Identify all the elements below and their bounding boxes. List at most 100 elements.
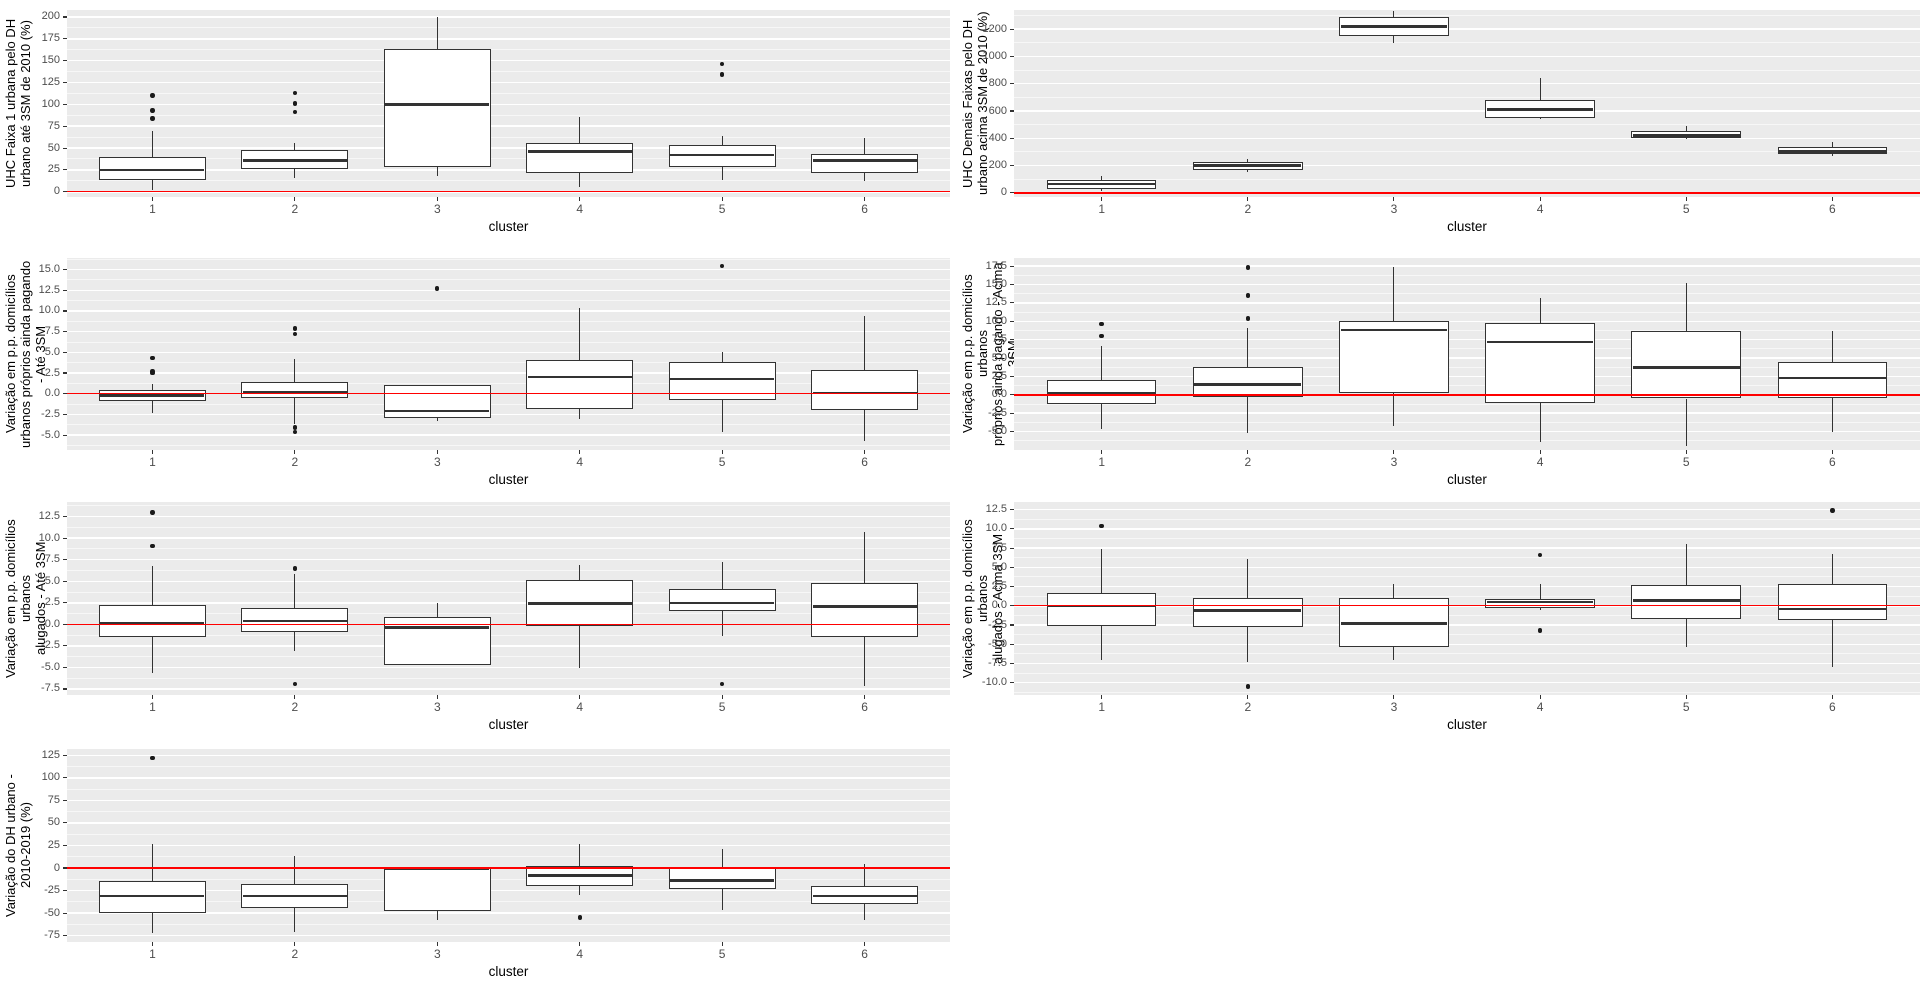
gridline-minor <box>1014 691 1920 693</box>
whisker-upper <box>579 564 581 581</box>
median-line <box>812 604 917 608</box>
x-tick-mark <box>294 197 296 201</box>
y-tick-mark <box>63 559 67 561</box>
y-tick-label: 12.5 <box>985 503 1007 516</box>
reference-line-zero <box>67 867 950 869</box>
boxplot-box <box>526 359 634 409</box>
y-tick-mark <box>1010 682 1014 684</box>
x-tick-label: 6 <box>861 700 868 714</box>
x-tick-label: 2 <box>1244 455 1252 469</box>
y-tick-mark <box>63 912 67 914</box>
y-tick-label: 25 <box>47 839 60 851</box>
y-tick-mark <box>63 310 67 312</box>
whisker-lower <box>1247 397 1249 434</box>
y-tick-mark <box>63 537 67 539</box>
reference-line-zero <box>1014 192 1920 194</box>
x-tick-mark <box>1831 197 1833 201</box>
median-line <box>527 602 632 605</box>
median-line <box>812 391 917 395</box>
gridline-major <box>67 38 950 40</box>
gridline-major <box>67 81 950 84</box>
x-tick-mark <box>1101 450 1103 454</box>
x-tick-label: 6 <box>1828 700 1836 714</box>
median-line <box>670 601 775 605</box>
outlier-point <box>292 425 298 430</box>
boxplot-box <box>668 362 776 401</box>
y-tick-label: -25 <box>44 884 60 897</box>
gridline-major <box>67 310 950 312</box>
y-tick-label: 0.0 <box>991 388 1007 401</box>
x-tick-mark <box>1101 695 1103 699</box>
gridline-major <box>67 268 950 271</box>
x-tick-label: 5 <box>718 700 726 714</box>
y-tick-label: 600 <box>988 104 1007 117</box>
median-line <box>1778 607 1886 611</box>
x-tick-label: 3 <box>433 202 441 216</box>
gridline-major <box>67 602 950 604</box>
x-tick-mark <box>579 450 581 454</box>
boxplot-box <box>99 156 206 181</box>
y-tick-label: 12.5 <box>985 296 1007 309</box>
outlier-point <box>719 681 725 686</box>
gridline-major <box>67 889 950 892</box>
gridline-major <box>67 777 950 779</box>
whisker-lower <box>1393 35 1395 43</box>
boxplot-box <box>811 369 918 411</box>
whisker-upper <box>579 117 581 143</box>
chart-uhc-demais-faixas-acima-3sm: UHC Demais Faixas pelo DH urbano acima 3… <box>960 0 1920 248</box>
y-tick-mark <box>63 623 67 625</box>
outlier-point <box>719 72 725 77</box>
whisker-lower <box>721 888 723 911</box>
whisker-lower <box>436 167 438 177</box>
y-tick-label: 400 <box>988 131 1007 144</box>
y-tick-mark <box>63 822 67 824</box>
reference-line-zero <box>1014 394 1920 396</box>
outlier-point <box>150 355 155 361</box>
y-tick-mark <box>63 516 67 518</box>
x-tick-label: 2 <box>291 947 299 961</box>
median-line <box>242 619 347 623</box>
gridline-minor <box>67 766 950 768</box>
boxplot-box <box>811 154 918 173</box>
y-tick-mark <box>63 413 67 415</box>
gridline-major <box>1014 110 1920 112</box>
y-tick-mark <box>1010 302 1014 304</box>
gridline-minor <box>67 591 950 593</box>
y-tick-mark <box>63 81 67 84</box>
outlier-point <box>292 101 298 106</box>
outlier-point <box>292 681 298 686</box>
gridline-major <box>1014 528 1920 530</box>
whisker-lower <box>1101 403 1103 429</box>
whisker-lower <box>436 911 438 921</box>
whisker-upper <box>1393 584 1395 599</box>
gridline-major <box>67 934 950 937</box>
median-line <box>1632 599 1740 602</box>
whisker-lower <box>1539 402 1541 442</box>
x-tick-label: 1 <box>149 202 156 216</box>
y-tick-label: -2.5 <box>41 639 60 652</box>
median-line <box>1486 108 1594 111</box>
median-line <box>100 394 205 397</box>
gridline-minor <box>1014 124 1920 126</box>
whisker-upper <box>1101 345 1103 381</box>
gridline-major <box>67 103 950 106</box>
median-line <box>1632 366 1740 369</box>
median-line <box>1340 25 1448 28</box>
y-tick-mark <box>63 935 67 937</box>
whisker-lower <box>1685 618 1687 647</box>
y-tick-mark <box>63 434 67 436</box>
y-tick-mark <box>63 269 67 271</box>
x-tick-label: 5 <box>718 947 726 961</box>
y-tick-label: 0.0 <box>991 599 1007 612</box>
x-tick-label: 3 <box>433 455 441 469</box>
whisker-lower <box>294 632 296 652</box>
y-tick-label: 25 <box>47 163 60 176</box>
gridline-major <box>1014 265 1920 267</box>
plot-panel <box>67 10 950 197</box>
whisker-upper <box>151 383 153 391</box>
gridline-major <box>67 645 950 647</box>
whisker-lower <box>1831 620 1833 668</box>
y-tick-label: 100 <box>41 771 60 784</box>
whisker-lower <box>579 408 581 419</box>
y-tick-mark <box>1010 192 1014 194</box>
